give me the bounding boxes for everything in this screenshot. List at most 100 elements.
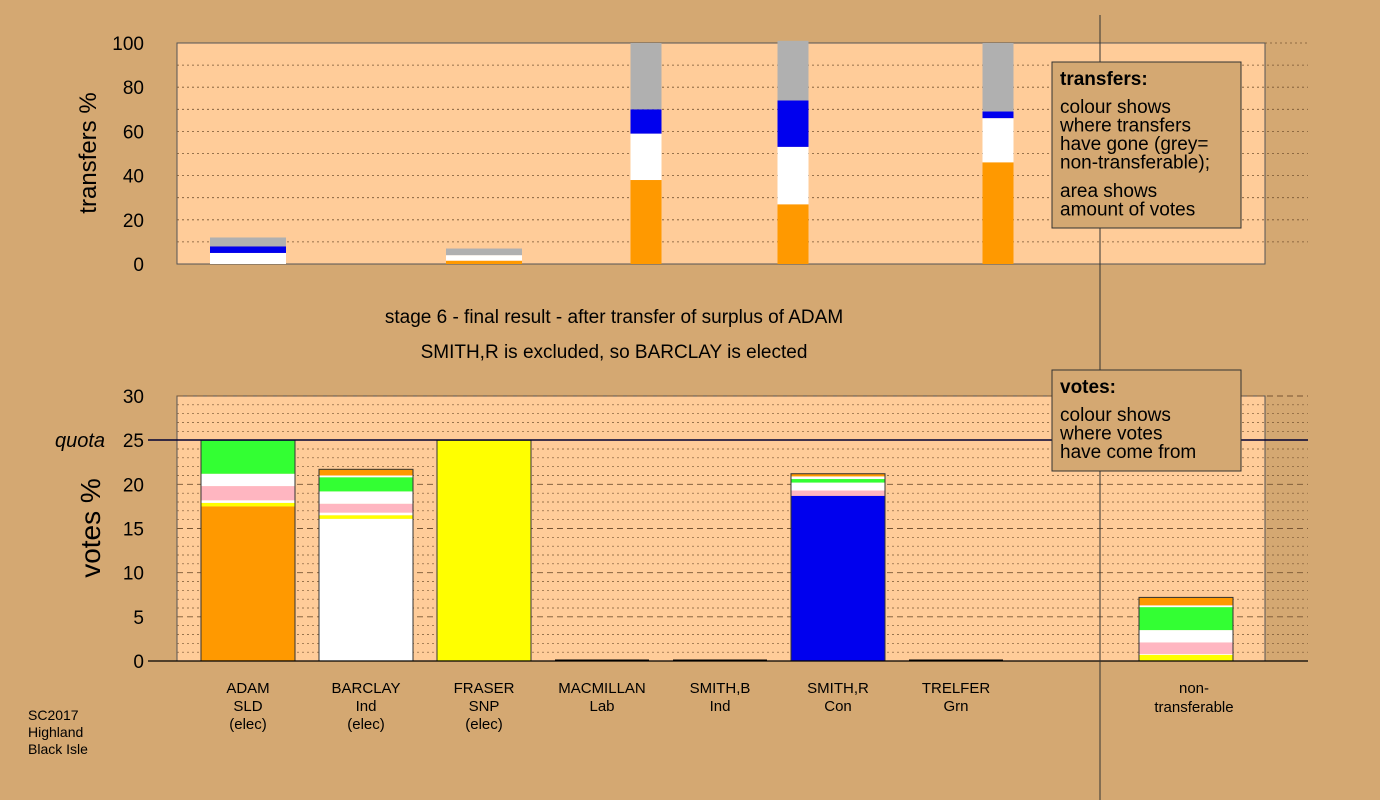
candidate-label-line: BARCLAY xyxy=(332,680,401,697)
non-transferable-label-line2: transferable xyxy=(1154,699,1233,716)
vote-segment xyxy=(1139,597,1233,606)
legend-text-line: colour shows xyxy=(1060,97,1171,118)
transfer-segment xyxy=(777,204,809,264)
transfers-legend-title: transfers: xyxy=(1060,69,1148,90)
transfer-segment xyxy=(982,111,1014,119)
votes-bars xyxy=(200,439,1234,662)
votes-y-ticks: 0 5 10 15 20 25 30 xyxy=(123,387,144,673)
candidate-label-line: SNP xyxy=(469,698,500,715)
vote-segment xyxy=(1139,642,1233,654)
transfer-segment xyxy=(982,43,1014,112)
vote-segment xyxy=(201,440,295,474)
vote-segment xyxy=(201,473,295,487)
transfer-segment xyxy=(630,133,662,181)
legend-text-line: non-transferable); xyxy=(1060,153,1210,174)
transfers-legend-box xyxy=(1051,61,1242,229)
vote-segment xyxy=(791,482,885,491)
transfer-segment xyxy=(446,255,522,261)
transfer-segment xyxy=(630,43,662,110)
candidate-label-line: TRELFER xyxy=(922,680,991,697)
legend-text-line: area shows xyxy=(1060,181,1157,202)
votes-y-tick-label: 25 xyxy=(123,431,144,452)
transfer-segment xyxy=(982,162,1014,264)
votes-y-axis-label: votes % xyxy=(75,478,106,578)
transfer-segment xyxy=(210,252,286,264)
transfer-segment xyxy=(446,248,522,256)
candidate-label-line: (elec) xyxy=(229,716,267,733)
candidate-label-line: (elec) xyxy=(465,716,503,733)
transfer-segment xyxy=(210,237,286,247)
candidate-label-line: Ind xyxy=(710,698,731,715)
vote-segment xyxy=(437,440,531,661)
votes-y-tick-label: 30 xyxy=(123,387,144,408)
legend-text-line: have come from xyxy=(1060,442,1196,463)
votes-y-tick-label: 0 xyxy=(133,652,144,673)
votes-y-tick-label: 10 xyxy=(123,564,144,585)
stage-subtitle: SMITH,R is excluded, so BARCLAY is elect… xyxy=(421,342,808,363)
candidate-label-line: Lab xyxy=(589,698,614,715)
vote-segment xyxy=(319,518,413,661)
transfer-segment xyxy=(777,40,809,101)
vote-segment xyxy=(1139,654,1233,661)
vote-segment xyxy=(1139,653,1233,655)
vote-segment xyxy=(319,512,413,516)
vote-segment xyxy=(319,477,413,492)
vote-segment xyxy=(791,495,885,661)
vote-segment xyxy=(319,515,413,519)
transfer-segment xyxy=(982,118,1014,163)
transfer-segment xyxy=(777,146,809,205)
footer-line-1: SC2017 xyxy=(28,707,79,723)
candidate-label-line: Ind xyxy=(356,698,377,715)
vote-segment xyxy=(1139,607,1233,631)
candidate-label-line: FRASER xyxy=(454,680,515,697)
legend-text-line: colour shows xyxy=(1060,405,1171,426)
candidate-label-line: (elec) xyxy=(347,716,385,733)
transfers-y-tick-label: 20 xyxy=(123,211,144,232)
vote-segment xyxy=(201,506,295,661)
transfers-y-ticks: 0 20 40 60 80 100 xyxy=(112,34,144,276)
vote-segment xyxy=(791,476,885,480)
candidate-label-line: SMITH,R xyxy=(807,680,869,697)
non-transferable-label-line1: non- xyxy=(1179,680,1209,697)
transfers-y-tick-label: 60 xyxy=(123,122,144,143)
legend-text-line: where votes xyxy=(1059,424,1162,445)
candidate-labels: ADAMSLD(elec)BARCLAYInd(elec)FRASERSNP(e… xyxy=(226,680,990,733)
legend-text-line: amount of votes xyxy=(1060,200,1195,221)
transfers-y-tick-label: 0 xyxy=(133,255,144,276)
candidate-label-line: SMITH,B xyxy=(690,680,751,697)
transfer-segment xyxy=(630,109,662,134)
legend-text-line: where transfers xyxy=(1059,116,1191,137)
candidate-label-line: Con xyxy=(824,698,852,715)
vote-segment xyxy=(791,479,885,483)
votes-gridlines xyxy=(177,395,1308,653)
transfer-segment xyxy=(210,246,286,253)
footer-line-2: Highland xyxy=(28,724,83,740)
transfer-segment xyxy=(446,260,522,264)
transfers-y-tick-label: 80 xyxy=(123,78,144,99)
vote-segment xyxy=(319,475,413,478)
vote-segment xyxy=(1139,605,1233,608)
vote-segment xyxy=(319,469,413,476)
vote-segment xyxy=(791,473,885,477)
quota-label: quota xyxy=(55,430,105,452)
votes-y-tick-label: 15 xyxy=(123,520,144,541)
votes-legend-box xyxy=(1051,369,1242,472)
transfers-y-tick-label: 100 xyxy=(112,34,144,55)
vote-segment xyxy=(319,503,413,513)
votes-legend-title: votes: xyxy=(1060,377,1116,398)
legend-text-line: have gone (grey= xyxy=(1060,134,1208,155)
transfer-segment xyxy=(777,100,809,147)
vote-segment xyxy=(201,500,295,503)
vote-segment xyxy=(1139,630,1233,643)
votes-y-tick-label: 20 xyxy=(123,475,144,496)
candidate-label-line: Grn xyxy=(943,698,968,715)
transfers-y-axis-label: transfers % xyxy=(75,92,102,213)
vote-segment xyxy=(319,491,413,504)
stage-title: stage 6 - final result - after transfer … xyxy=(385,307,843,328)
